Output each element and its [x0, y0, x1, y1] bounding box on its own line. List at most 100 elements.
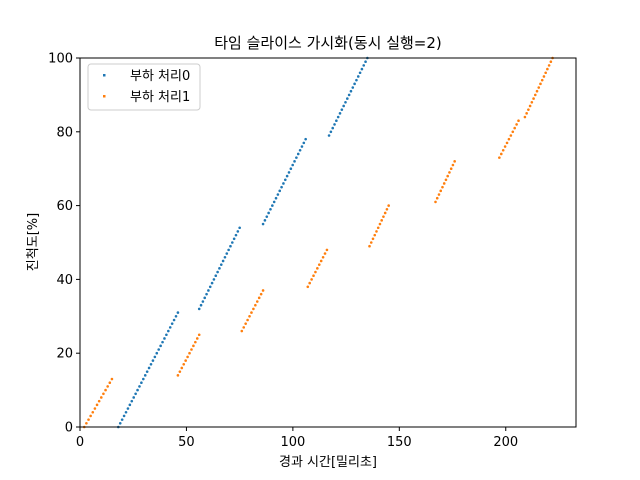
point-series1 [195, 337, 199, 340]
point-series0 [142, 377, 145, 381]
point-series0 [335, 119, 338, 123]
point-series0 [134, 392, 137, 396]
point-series1 [544, 71, 547, 75]
point-series0 [218, 267, 221, 270]
point-series1 [194, 340, 197, 344]
point-series1 [444, 178, 448, 182]
point-series1 [323, 252, 327, 255]
point-series0 [201, 300, 205, 303]
point-series0 [344, 100, 347, 104]
legend-box [87, 63, 201, 111]
point-series1 [535, 89, 539, 93]
point-series0 [167, 329, 170, 333]
point-series1 [546, 67, 549, 71]
legend-marker-series0 [103, 74, 106, 77]
point-series0 [342, 104, 345, 108]
y-tick-label: 0 [65, 421, 73, 436]
x-axis-label: 경과 시간[밀리초] [279, 455, 377, 470]
y-axis-ticks: 0 20 40 60 80 100 [48, 52, 80, 436]
point-series1 [319, 259, 323, 263]
point-series0 [329, 130, 333, 134]
point-series1 [180, 366, 184, 370]
point-series0 [168, 326, 172, 329]
point-series1 [110, 377, 114, 381]
point-series0 [120, 418, 124, 421]
point-series1 [106, 385, 109, 388]
point-series1 [91, 410, 95, 414]
point-series0 [225, 252, 229, 255]
point-series0 [207, 289, 210, 292]
point-series1 [451, 163, 455, 167]
point-series1 [509, 134, 513, 137]
point-series1 [382, 215, 385, 218]
point-series0 [138, 385, 141, 388]
point-series1 [178, 370, 182, 373]
point-series0 [219, 263, 223, 266]
point-series1 [369, 241, 373, 244]
point-series1 [525, 112, 528, 115]
point-series0 [214, 274, 218, 278]
point-series1 [498, 156, 501, 159]
point-series0 [293, 160, 296, 163]
point-series1 [254, 303, 257, 307]
point-series0 [358, 71, 362, 75]
point-series1 [527, 108, 530, 111]
point-series1 [448, 171, 451, 174]
point-series1 [453, 160, 456, 163]
point-series1 [530, 100, 534, 104]
point-series0 [300, 145, 304, 148]
point-series0 [340, 108, 344, 111]
x-axis-ticks: 0 50 100 150 200 [76, 427, 518, 450]
point-series0 [161, 340, 164, 344]
point-series1 [442, 182, 446, 185]
point-series0 [291, 163, 294, 167]
point-series0 [362, 64, 366, 67]
point-series1 [308, 281, 311, 285]
point-series1 [532, 97, 535, 100]
point-series0 [212, 278, 216, 281]
point-series1 [176, 374, 180, 377]
point-series0 [203, 296, 207, 300]
y-tick-label: 40 [56, 273, 73, 288]
point-series0 [283, 178, 287, 182]
point-series1 [108, 381, 112, 385]
point-series1 [97, 399, 101, 403]
point-series0 [269, 207, 272, 211]
point-series0 [285, 174, 289, 178]
point-series1 [259, 292, 263, 296]
point-series1 [539, 82, 542, 86]
point-series0 [136, 388, 139, 392]
point-series0 [165, 333, 168, 337]
point-series1 [321, 255, 325, 259]
point-series0 [216, 270, 219, 274]
point-series0 [126, 407, 130, 410]
point-series1 [250, 311, 253, 314]
point-series0 [280, 185, 283, 189]
point-series0 [170, 322, 174, 325]
point-series0 [271, 204, 274, 207]
legend: 부하 처리0 부하 처리1 [87, 63, 201, 111]
point-series0 [130, 399, 134, 403]
point-series0 [159, 344, 162, 348]
point-series1 [517, 119, 520, 123]
point-series0 [208, 285, 212, 289]
point-series0 [263, 219, 267, 222]
point-series1 [104, 388, 107, 392]
point-series1 [186, 355, 189, 359]
point-series1 [378, 222, 382, 226]
point-series0 [174, 315, 178, 318]
point-series0 [236, 230, 240, 233]
point-series1 [523, 115, 527, 119]
point-series0 [278, 189, 282, 193]
point-series0 [351, 86, 355, 89]
point-series1 [435, 196, 439, 200]
point-series1 [246, 318, 249, 322]
point-series1 [192, 344, 195, 348]
point-series0 [153, 355, 157, 359]
x-tick-label: 200 [493, 435, 518, 450]
point-series1 [542, 75, 546, 78]
point-series1 [95, 403, 99, 407]
point-series0 [295, 156, 298, 159]
point-series1 [380, 219, 384, 222]
point-series0 [274, 196, 278, 200]
